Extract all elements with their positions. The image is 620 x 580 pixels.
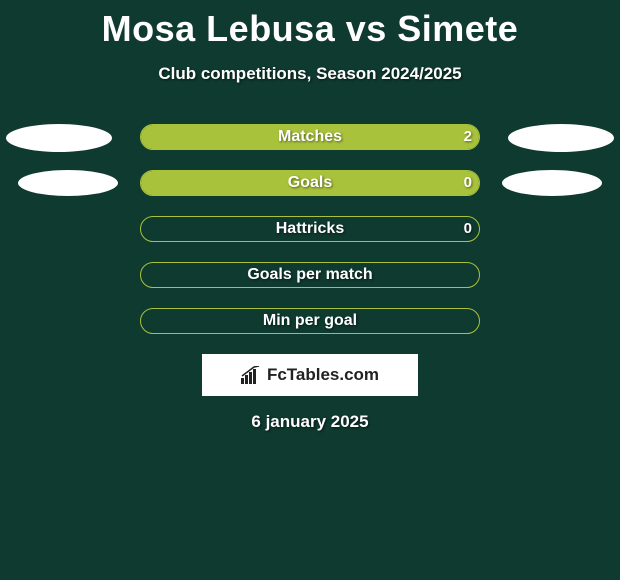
stat-row: Goals per match: [0, 262, 620, 288]
stat-row: Min per goal: [0, 308, 620, 334]
stat-value: 0: [464, 216, 472, 242]
logo-box: FcTables.com: [202, 354, 418, 396]
logo-text: FcTables.com: [267, 365, 379, 385]
stat-label: Goals: [140, 170, 480, 196]
stats-container: Matches2Goals0Hattricks0Goals per matchM…: [0, 124, 620, 334]
stat-row: Hattricks0: [0, 216, 620, 242]
ellipse-decoration: [502, 170, 602, 196]
stat-label: Matches: [140, 124, 480, 150]
stat-label: Min per goal: [140, 308, 480, 334]
stat-label: Goals per match: [140, 262, 480, 288]
ellipse-decoration: [6, 124, 112, 152]
ellipse-decoration: [18, 170, 118, 196]
date-label: 6 january 2025: [0, 412, 620, 432]
page-title: Mosa Lebusa vs Simete: [0, 0, 620, 50]
chart-icon: [241, 366, 263, 384]
stat-value: 2: [464, 124, 472, 150]
subtitle: Club competitions, Season 2024/2025: [0, 64, 620, 84]
ellipse-decoration: [508, 124, 614, 152]
stat-label: Hattricks: [140, 216, 480, 242]
logo: FcTables.com: [241, 365, 379, 385]
stat-value: 0: [464, 170, 472, 196]
